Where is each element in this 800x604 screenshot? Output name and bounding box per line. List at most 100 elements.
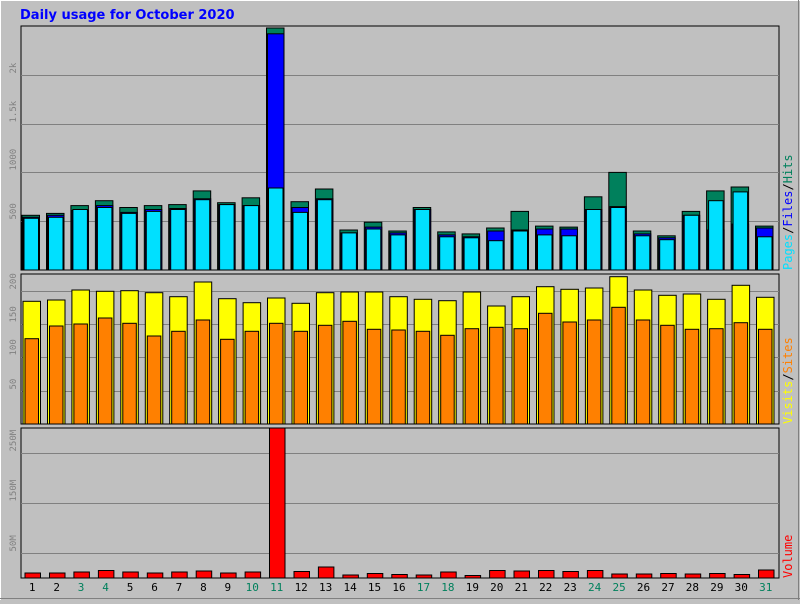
legend-separator: / [781,227,795,234]
bar-volume [293,571,310,579]
x-tick-label: 8 [200,581,207,594]
x-tick-label: 22 [539,581,552,594]
bar-pages [732,191,749,271]
x-tick-label: 26 [637,581,650,594]
x-tick-label: 19 [466,581,479,594]
chart-panels: 50010001.5k2kPages/Files/Hits50100150200… [9,25,795,579]
bar-volume [440,571,457,579]
bar-pages [512,230,528,271]
bar-sites [49,325,64,425]
bar-sites [635,319,651,425]
bar-pages [292,211,308,271]
bar-volume [195,570,213,579]
bar-pages [683,214,700,271]
bar-volume [513,570,530,579]
bar-volume [562,571,579,579]
bar-pages [145,210,162,271]
bar-pages [365,228,382,271]
bar-sites [464,328,480,425]
x-tick-label: 23 [564,581,577,594]
bar-pages [121,212,137,271]
legend-volume: Volume [781,535,795,578]
y-tick-label: 50M [9,535,19,552]
bar-pages [243,205,260,271]
bar-sites [709,328,724,425]
x-tick-label: 16 [392,581,405,594]
bar-sites [733,322,749,425]
x-tick-label: 18 [441,581,454,594]
x-axis-day-labels: 1 2 3 4 5 6 7 8 9 10 11 12 13 14 15 16 17 18 19 20 21 22 23 24 2… [29,581,773,594]
bar-pages [634,235,651,271]
bar-pages [537,234,553,271]
y-tick-label: 150 [9,306,19,322]
legend-visits-sites: Visits/Sites [781,337,795,424]
x-tick-label: 24 [588,581,602,594]
y-tick-label: 500 [9,203,19,219]
bar-volume [684,573,702,579]
bar-volume [317,566,335,579]
x-tick-label: 10 [246,581,259,594]
bar-pages [219,204,235,271]
y-tick-label: 50 [9,379,19,390]
bar-sites [366,328,382,425]
bar-sites [220,338,235,425]
legend-separator: / [781,373,795,380]
bar-sites [440,334,455,425]
bar-volume [538,570,555,579]
x-tick-label: 29 [710,581,723,594]
bar-sites [24,338,39,425]
bar-pages [48,216,64,271]
x-tick-label: 14 [343,581,357,594]
bar-pages [439,236,455,271]
bar-pages [72,209,88,271]
bar-pages [659,239,675,271]
y-tick-label: 1.5k [9,100,19,122]
bar-volume [709,573,726,579]
bar-volume [635,573,653,579]
bar-volume [758,569,775,579]
y-tick-label: 100 [9,339,19,355]
bar-sites [342,320,357,425]
legend-hits-files-pages: Pages/Files/Hits [781,154,795,270]
legend-text: Visits/Sites [781,337,795,424]
legend-entry: Files [781,191,795,227]
bar-volume [342,574,359,579]
bar-sites [317,324,333,425]
x-tick-label: 11 [270,581,283,594]
x-tick-label: 13 [319,581,332,594]
bar-volume [24,572,41,579]
bar-pages [708,200,724,271]
y-tick-label: 150M [9,479,19,501]
x-tick-label: 28 [686,581,699,594]
chart-title: Daily usage for October 2020 [20,8,235,23]
bar-sites [586,319,602,425]
bar-sites [391,329,406,425]
bar-volume [49,572,66,579]
bar-sites [293,330,308,425]
legend-entry: Visits [781,381,795,424]
panel-visits-sites: 50 100 150 200 Visits/Sites [9,273,795,425]
bar-pages [194,199,211,271]
bar-sites [122,322,137,425]
x-tick-label: 30 [735,581,748,594]
bar-volume [73,571,90,579]
legend-entry: Pages [781,234,795,270]
legend-entry: Hits [781,154,795,183]
bar-sites [171,330,186,425]
bar-volume [97,570,115,579]
bar-pages [463,237,480,271]
bar-pages [610,207,626,271]
y-tick-label: 2k [9,62,19,73]
legend-text: Pages/Files/Hits [781,154,795,270]
bar-pages [23,217,39,271]
bar-sites [684,328,700,425]
x-tick-label: 17 [417,581,430,594]
x-tick-label: 25 [612,581,625,594]
legend-entry: Sites [781,337,795,373]
bar-volume [171,571,188,579]
bar-volume [220,572,237,579]
bar-pages [170,209,186,271]
bar-sites [146,335,162,425]
